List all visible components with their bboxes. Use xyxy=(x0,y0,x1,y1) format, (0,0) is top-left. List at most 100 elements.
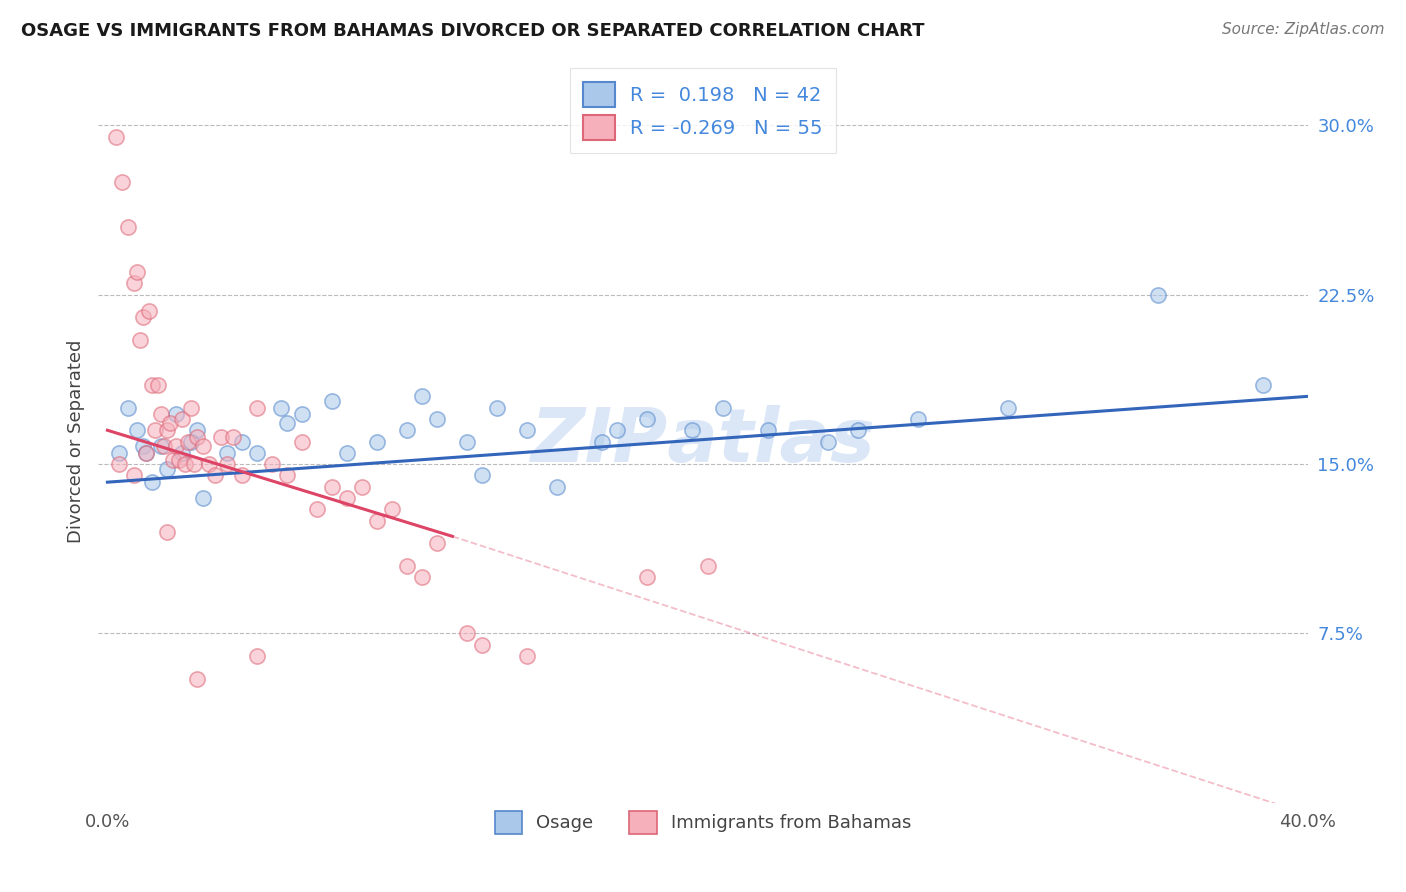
Point xyxy=(907,412,929,426)
Point xyxy=(156,524,179,539)
Point xyxy=(336,491,359,505)
Point xyxy=(291,408,314,422)
Point xyxy=(193,439,215,453)
Point xyxy=(321,393,343,408)
Point xyxy=(307,502,329,516)
Point xyxy=(132,310,155,325)
Point xyxy=(148,378,170,392)
Point xyxy=(150,408,173,422)
Point xyxy=(411,570,433,584)
Point xyxy=(156,461,179,475)
Point xyxy=(456,434,478,449)
Point xyxy=(150,439,173,453)
Point xyxy=(117,220,139,235)
Point xyxy=(606,423,628,437)
Point xyxy=(217,446,239,460)
Point xyxy=(162,452,184,467)
Point xyxy=(291,434,314,449)
Point xyxy=(366,434,388,449)
Point xyxy=(156,423,179,437)
Point xyxy=(124,277,146,291)
Point xyxy=(172,412,194,426)
Point xyxy=(711,401,734,415)
Point xyxy=(231,468,253,483)
Point xyxy=(756,423,779,437)
Point xyxy=(471,468,494,483)
Point xyxy=(471,638,494,652)
Point xyxy=(682,423,704,437)
Point xyxy=(105,129,128,144)
Point xyxy=(547,480,569,494)
Point xyxy=(381,502,404,516)
Point xyxy=(204,468,226,483)
Point xyxy=(186,423,208,437)
Point xyxy=(426,536,449,550)
Point xyxy=(132,439,155,453)
Point xyxy=(127,423,149,437)
Point xyxy=(336,446,359,460)
Point xyxy=(846,423,869,437)
Point xyxy=(180,401,202,415)
Point xyxy=(183,457,205,471)
Point xyxy=(637,412,659,426)
Point xyxy=(169,452,191,467)
Point xyxy=(246,648,269,663)
Point xyxy=(516,648,538,663)
Point xyxy=(270,401,292,415)
Point xyxy=(145,423,167,437)
Point xyxy=(177,434,200,449)
Point xyxy=(276,417,298,431)
Point xyxy=(352,480,374,494)
Point xyxy=(817,434,839,449)
Point xyxy=(165,439,187,453)
Point xyxy=(186,672,208,686)
Point xyxy=(108,446,131,460)
Point xyxy=(222,430,245,444)
Point xyxy=(124,468,146,483)
Point xyxy=(209,430,232,444)
Point xyxy=(231,434,253,449)
Point xyxy=(321,480,343,494)
Point xyxy=(172,446,194,460)
Point xyxy=(246,446,269,460)
Point xyxy=(117,401,139,415)
Point xyxy=(456,626,478,640)
Point xyxy=(637,570,659,584)
Point xyxy=(217,457,239,471)
Point xyxy=(262,457,284,471)
Point xyxy=(141,475,163,490)
Point xyxy=(127,265,149,279)
Point xyxy=(516,423,538,437)
Point xyxy=(159,417,181,431)
Text: ZIP​atlas: ZIP​atlas xyxy=(530,405,876,478)
Text: Source: ZipAtlas.com: Source: ZipAtlas.com xyxy=(1222,22,1385,37)
Point xyxy=(396,423,419,437)
Point xyxy=(153,439,176,453)
Point xyxy=(111,175,134,189)
Legend: Osage, Immigrants from Bahamas: Osage, Immigrants from Bahamas xyxy=(488,805,918,841)
Point xyxy=(141,378,163,392)
Point xyxy=(426,412,449,426)
Point xyxy=(486,401,509,415)
Point xyxy=(411,389,433,403)
Point xyxy=(135,446,157,460)
Point xyxy=(366,514,388,528)
Point xyxy=(246,401,269,415)
Point xyxy=(186,430,208,444)
Point xyxy=(1146,287,1168,301)
Point xyxy=(997,401,1019,415)
Point xyxy=(1251,378,1274,392)
Point xyxy=(193,491,215,505)
Point xyxy=(180,434,202,449)
Point xyxy=(396,558,419,573)
Point xyxy=(138,303,160,318)
Text: OSAGE VS IMMIGRANTS FROM BAHAMAS DIVORCED OR SEPARATED CORRELATION CHART: OSAGE VS IMMIGRANTS FROM BAHAMAS DIVORCE… xyxy=(21,22,925,40)
Point xyxy=(108,457,131,471)
Point xyxy=(592,434,614,449)
Point xyxy=(135,446,157,460)
Point xyxy=(174,457,197,471)
Point xyxy=(198,457,221,471)
Y-axis label: Divorced or Separated: Divorced or Separated xyxy=(66,340,84,543)
Point xyxy=(129,333,152,347)
Point xyxy=(276,468,298,483)
